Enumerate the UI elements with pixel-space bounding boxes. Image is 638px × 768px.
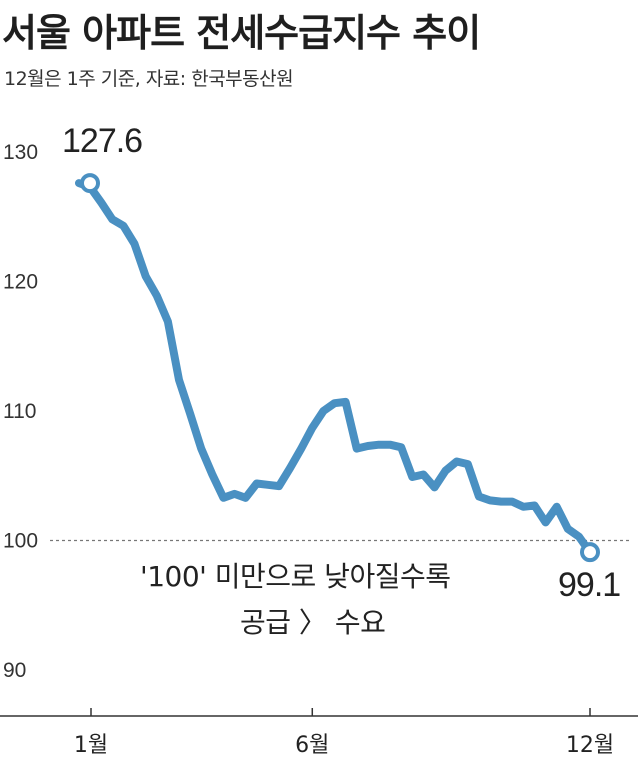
x-tick-label: 12월 <box>566 733 614 758</box>
annotation-line-1: '100' 미만으로 낮아질수록 <box>140 560 450 593</box>
annotation-line-2: 공급 〉 수요 <box>240 606 385 639</box>
y-tick-label: 90 <box>3 659 26 682</box>
y-tick-label: 110 <box>3 400 36 423</box>
y-axis: 130 120 110 100 90 <box>3 141 38 682</box>
end-value-label: 99.1 <box>558 566 620 604</box>
end-point-marker <box>582 544 598 560</box>
y-tick-label: 100 <box>3 530 38 553</box>
y-tick-label: 120 <box>3 271 38 294</box>
start-point-marker <box>82 175 98 191</box>
start-value-label: 127.6 <box>62 122 142 160</box>
x-tick-label: 1월 <box>74 733 108 758</box>
x-tick-label: 6월 <box>295 733 329 758</box>
y-tick-label: 130 <box>3 141 38 164</box>
series-line <box>79 183 590 552</box>
